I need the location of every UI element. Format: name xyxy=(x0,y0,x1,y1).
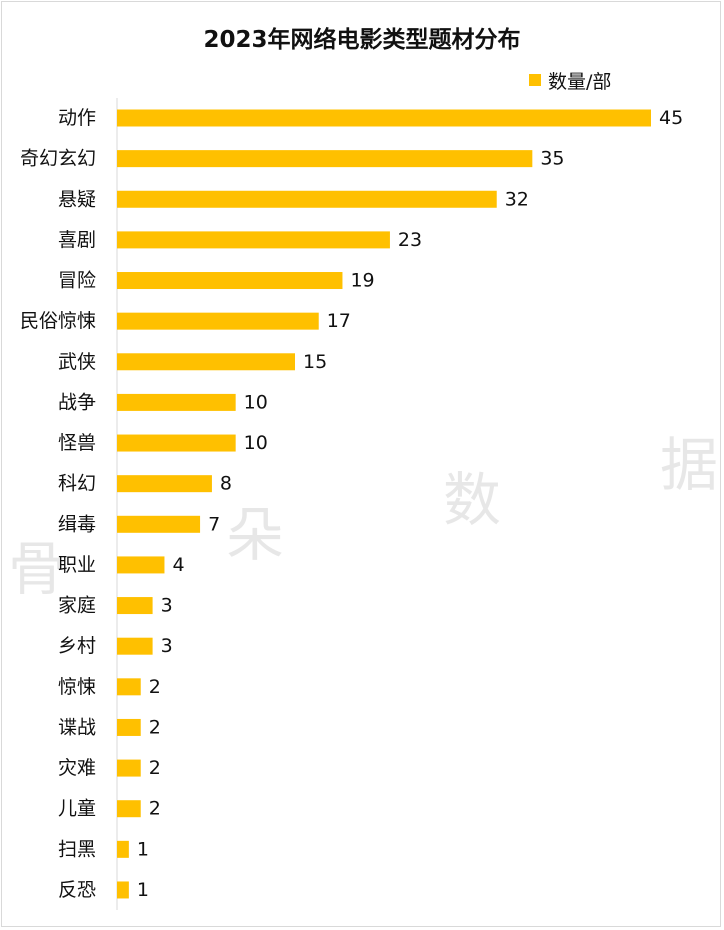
value-label: 23 xyxy=(398,229,422,251)
value-label: 45 xyxy=(659,107,683,129)
value-label: 4 xyxy=(172,554,184,576)
category-label: 反恐 xyxy=(58,879,96,901)
watermark-char-4: 据 xyxy=(660,431,719,499)
bar xyxy=(117,597,153,615)
bar xyxy=(117,556,165,574)
category-label: 战争 xyxy=(58,391,96,413)
category-label: 灾难 xyxy=(58,757,96,779)
category-label: 扫黑 xyxy=(58,838,96,860)
bar xyxy=(117,150,533,168)
value-label: 2 xyxy=(149,716,161,738)
value-label: 3 xyxy=(161,635,173,657)
category-label: 民俗惊悚 xyxy=(20,310,96,332)
category-label: 奇幻玄幻 xyxy=(20,148,96,170)
value-label: 8 xyxy=(220,473,232,495)
bar xyxy=(117,272,343,290)
bar xyxy=(117,800,141,818)
bar xyxy=(117,759,141,777)
value-label: 35 xyxy=(540,148,564,170)
category-label: 冒险 xyxy=(58,270,96,292)
value-label: 19 xyxy=(350,270,374,292)
bar xyxy=(117,678,141,696)
value-label: 15 xyxy=(303,351,327,373)
bar xyxy=(117,393,236,411)
value-label: 3 xyxy=(161,595,173,617)
category-label: 惊悚 xyxy=(58,676,96,698)
legend-swatch xyxy=(529,74,541,86)
legend: 数量/部 xyxy=(529,68,612,93)
bar xyxy=(117,434,236,452)
value-label: 1 xyxy=(137,879,149,901)
value-label: 17 xyxy=(327,310,351,332)
category-label: 悬疑 xyxy=(58,188,96,210)
legend-label: 数量/部 xyxy=(548,70,612,93)
category-label: 怪兽 xyxy=(58,432,96,454)
watermark-char-3: 数 xyxy=(443,466,502,534)
value-label: 2 xyxy=(149,757,161,779)
bar xyxy=(117,881,129,899)
watermark-char-2: 朵 xyxy=(226,501,285,569)
watermark-char-1: 骨 xyxy=(8,535,67,603)
bar xyxy=(117,637,153,655)
category-label: 缉毒 xyxy=(58,513,96,535)
bar xyxy=(117,718,141,736)
bar xyxy=(117,190,497,208)
chart-title: 2023年网络电影类型题材分布 xyxy=(203,27,521,53)
category-label: 家庭 xyxy=(58,595,96,617)
category-label: 职业 xyxy=(58,554,96,576)
value-label: 10 xyxy=(244,432,268,454)
category-label: 谍战 xyxy=(58,716,96,738)
bar xyxy=(117,475,212,493)
value-label: 2 xyxy=(149,676,161,698)
category-label: 科幻 xyxy=(58,473,96,495)
value-label: 10 xyxy=(244,391,268,413)
category-label: 武侠 xyxy=(58,351,96,373)
bar xyxy=(117,312,319,330)
category-label: 喜剧 xyxy=(58,229,96,251)
category-label: 乡村 xyxy=(58,635,96,657)
value-label: 32 xyxy=(505,188,529,210)
category-label: 儿童 xyxy=(58,798,96,820)
bar xyxy=(117,109,651,127)
category-label: 动作 xyxy=(58,107,96,129)
value-label: 7 xyxy=(208,513,220,535)
bar xyxy=(117,353,295,371)
bar xyxy=(117,515,201,533)
value-label: 1 xyxy=(137,838,149,860)
value-label: 2 xyxy=(149,798,161,820)
bar xyxy=(117,840,129,858)
bar xyxy=(117,231,390,249)
